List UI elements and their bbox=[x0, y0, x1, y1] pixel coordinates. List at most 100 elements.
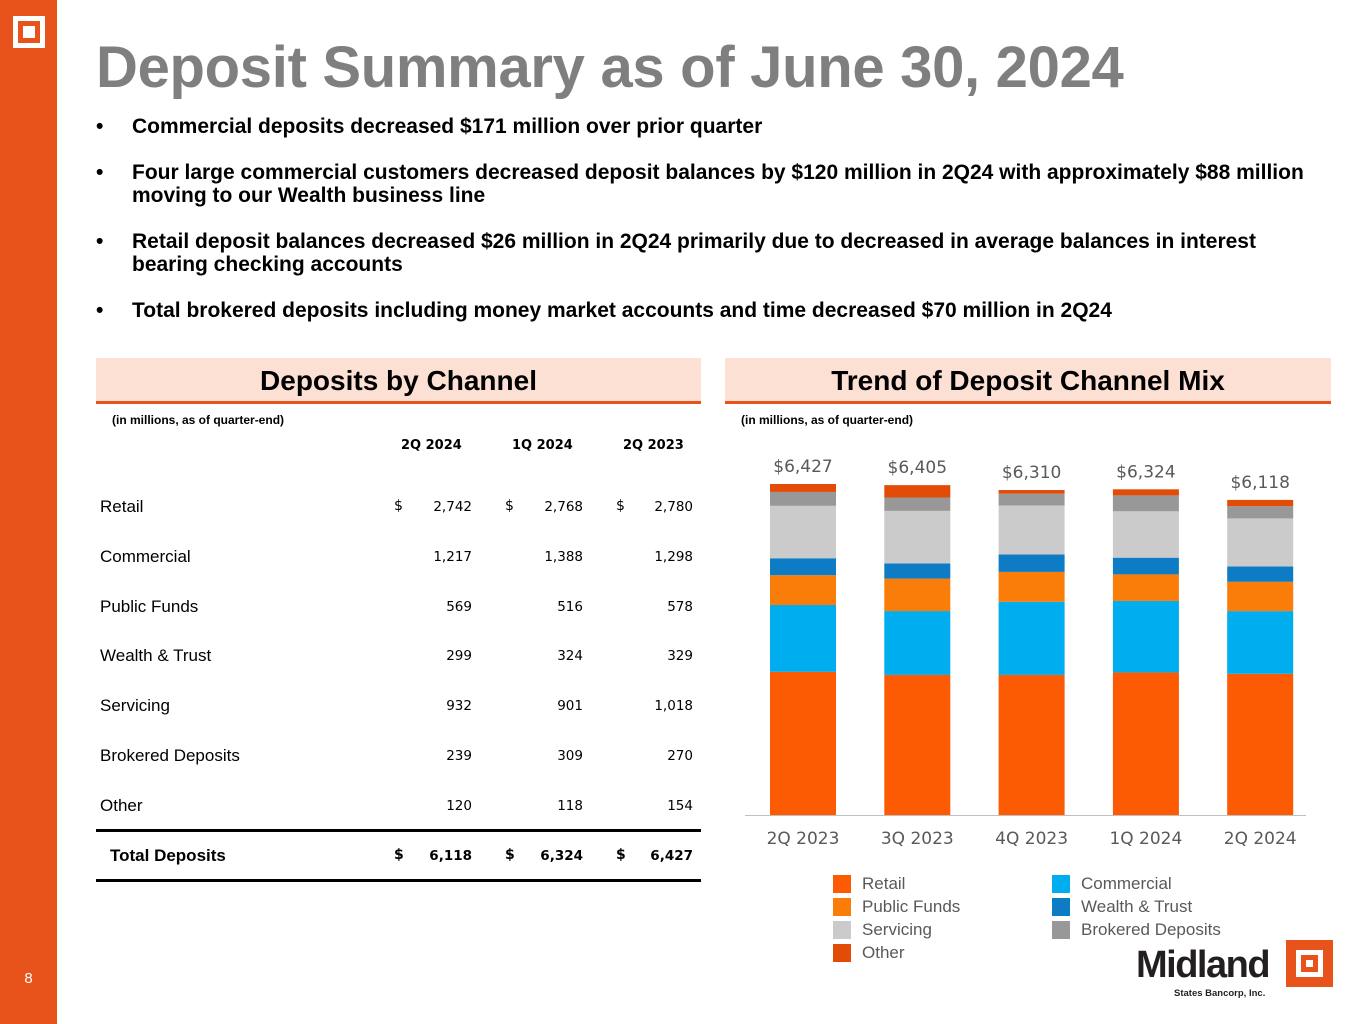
bar-total-label: $6,310 bbox=[1002, 463, 1061, 483]
page-title: Deposit Summary as of June 30, 2024 bbox=[96, 35, 1124, 100]
legend-item: Public Funds bbox=[833, 897, 960, 917]
legend-label: Brokered Deposits bbox=[1081, 920, 1221, 939]
bar-segment-public-funds bbox=[884, 578, 951, 612]
table-cell: 299 bbox=[446, 648, 472, 665]
bar-segment-brokered-deposits bbox=[884, 497, 951, 511]
legend-swatch bbox=[1052, 875, 1070, 893]
bar-segment-wealth-trust bbox=[770, 558, 836, 576]
chart-note: (in millions, as of quarter-end) bbox=[741, 413, 914, 427]
bullet-item: • Commercial deposits decreased $171 mill… bbox=[96, 115, 763, 138]
table-cell: 578 bbox=[667, 598, 693, 615]
table-cell: 329 bbox=[667, 648, 693, 665]
table-cell: 1,217 bbox=[433, 548, 472, 565]
legend-swatch bbox=[1052, 921, 1070, 939]
bar-segment-commercial bbox=[998, 601, 1065, 675]
table-cell: 901 bbox=[557, 698, 583, 715]
bullet-list: • Commercial deposits decreased $171 mill… bbox=[96, 115, 1336, 345]
bar-segment-commercial bbox=[884, 611, 951, 675]
bullet-dot-icon: • bbox=[96, 115, 104, 138]
legend-label: Retail bbox=[862, 874, 906, 893]
table-cell: 932 bbox=[446, 698, 472, 715]
bar-segment-public-funds bbox=[1112, 574, 1179, 601]
bar-segment-brokered-deposits bbox=[1227, 506, 1294, 519]
currency-symbol: $ bbox=[505, 847, 515, 863]
column-header: 1Q 2024 bbox=[512, 438, 573, 453]
bar-total-label: $6,427 bbox=[773, 457, 832, 477]
total-cell: 6,324 bbox=[540, 848, 583, 864]
legend-item: Other bbox=[833, 943, 905, 963]
table-row-label: Retail bbox=[100, 497, 144, 516]
bar-segment-retail bbox=[1227, 673, 1294, 815]
bar-total-label: $6,324 bbox=[1116, 462, 1175, 482]
currency-symbol: $ bbox=[616, 847, 626, 863]
table-cell: 270 bbox=[667, 748, 693, 764]
bullet-dot-icon: • bbox=[96, 299, 104, 322]
table-cell: 1,298 bbox=[654, 548, 693, 565]
legend-item: Retail bbox=[833, 874, 905, 894]
bullet-dot-icon: • bbox=[96, 230, 104, 253]
table-row-label: Brokered Deposits bbox=[100, 746, 240, 765]
bar-segment-other bbox=[1112, 489, 1179, 496]
currency-symbol: $ bbox=[505, 498, 514, 514]
bar-segment-other bbox=[884, 485, 951, 498]
table-row-label: Wealth & Trust bbox=[100, 646, 212, 666]
bar-segment-retail bbox=[884, 674, 951, 815]
page-number: 8 bbox=[24, 970, 33, 987]
total-top-rule bbox=[96, 829, 701, 832]
legend-swatch bbox=[833, 944, 851, 962]
table-panel-header: Deposits by Channel bbox=[96, 358, 701, 404]
x-tick-label: 4Q 2023 bbox=[995, 829, 1068, 849]
bar-segment-wealth-trust bbox=[1112, 557, 1179, 575]
bar-segment-retail bbox=[770, 671, 836, 815]
bar-segment-wealth-trust bbox=[884, 563, 951, 579]
side-bar: 8 bbox=[0, 0, 57, 1024]
deposit-mix-chart: $6,427 2Q 2023 $6,405 3Q 2023 $6,310 4Q 2023 $… bbox=[745, 457, 1306, 849]
table-row-label: Commercial bbox=[100, 546, 191, 566]
table-cell: 569 bbox=[446, 598, 472, 615]
table-cell: 309 bbox=[557, 748, 583, 764]
bar-segment-servicing bbox=[998, 505, 1065, 555]
table-row-label: Other bbox=[100, 795, 143, 815]
legend-swatch bbox=[833, 921, 851, 939]
table-cell: 118 bbox=[557, 797, 583, 814]
table-note: (in millions, as of quarter-end) bbox=[112, 413, 285, 427]
brand-subtitle: States Bancorp, Inc. bbox=[1174, 988, 1266, 999]
table-cell: 2,780 bbox=[654, 499, 693, 515]
legend-label: Commercial bbox=[1081, 874, 1172, 893]
bar-segment-servicing bbox=[884, 510, 951, 564]
total-row-label: Total Deposits bbox=[110, 846, 226, 865]
bar-segment-other bbox=[770, 484, 836, 492]
x-tick-label: 2Q 2024 bbox=[1224, 829, 1297, 849]
legend-item: Servicing bbox=[833, 920, 932, 940]
legend-swatch bbox=[833, 898, 851, 916]
brand-mark-icon bbox=[1286, 940, 1333, 987]
x-tick-label: 3Q 2023 bbox=[881, 829, 954, 849]
bar-total-label: $6,405 bbox=[888, 458, 947, 478]
table-cell: 324 bbox=[557, 648, 583, 665]
legend-label: Servicing bbox=[862, 920, 932, 939]
bar-segment-other bbox=[1227, 499, 1294, 507]
legend-label: Public Funds bbox=[862, 897, 961, 916]
total-bottom-rule bbox=[96, 879, 701, 882]
legend-label: Wealth & Trust bbox=[1081, 897, 1193, 916]
currency-symbol: $ bbox=[616, 498, 625, 514]
table-cell: 154 bbox=[667, 797, 693, 814]
bullet-dot-icon: • bbox=[96, 161, 104, 184]
table-row-label: Servicing bbox=[100, 696, 170, 716]
currency-symbol: $ bbox=[394, 847, 404, 863]
x-tick-label: 2Q 2023 bbox=[767, 829, 840, 849]
table-cell: 516 bbox=[557, 598, 583, 615]
bullet-item: • Four large commercial customers decreas… bbox=[96, 161, 1304, 207]
bar-segment-public-funds bbox=[1227, 581, 1294, 612]
bar-segment-servicing bbox=[1112, 511, 1179, 558]
bar-segment-brokered-deposits bbox=[998, 493, 1065, 506]
table-cell: 1,388 bbox=[544, 548, 583, 565]
bar-segment-commercial bbox=[1227, 611, 1294, 674]
bar-segment-servicing bbox=[1227, 518, 1294, 567]
legend-swatch bbox=[833, 875, 851, 893]
bar-segment-commercial bbox=[1112, 600, 1179, 673]
table-cell: 2,742 bbox=[433, 499, 472, 515]
legend-item: Commercial bbox=[1052, 874, 1172, 894]
bar-segment-retail bbox=[998, 674, 1065, 815]
bar-segment-retail bbox=[1112, 672, 1179, 815]
